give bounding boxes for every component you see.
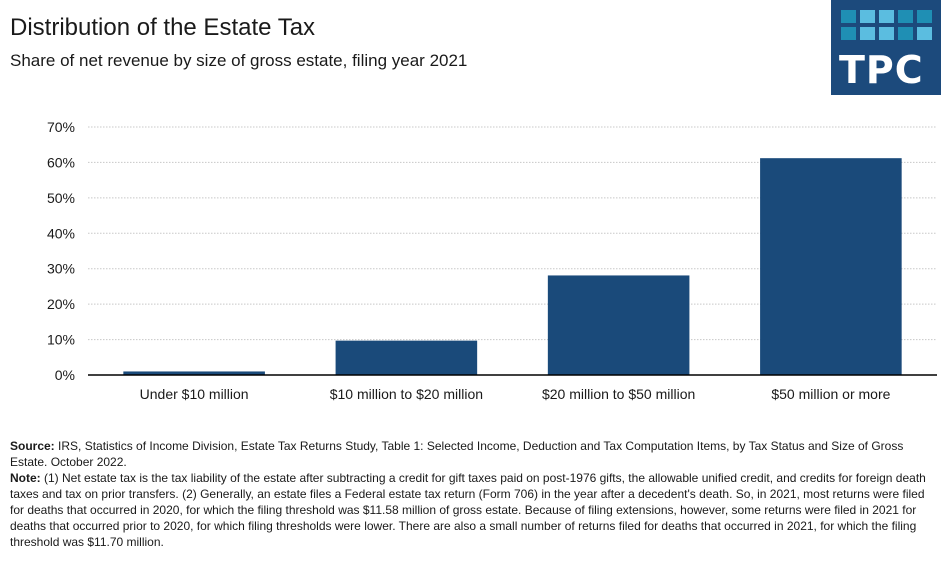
source-label: Source: — [10, 439, 55, 453]
y-tick-label: 50% — [47, 190, 75, 206]
bar — [123, 371, 265, 375]
logo-text: TPC — [839, 48, 924, 92]
gridlines — [88, 126, 937, 341]
x-axis-labels: Under $10 million $10 million to $20 mill… — [140, 386, 891, 402]
y-tick-label: 20% — [47, 296, 75, 312]
logo-square — [860, 27, 875, 40]
bar — [760, 158, 902, 375]
y-tick-label: 30% — [47, 261, 75, 277]
y-tick-label: 40% — [47, 225, 75, 241]
logo-square — [841, 27, 856, 40]
bars — [123, 158, 902, 375]
x-tick-label: $10 million to $20 million — [330, 386, 483, 402]
bar — [547, 275, 690, 375]
logo-square — [879, 10, 894, 23]
x-tick-label: Under $10 million — [140, 386, 249, 402]
chart-subtitle: Share of net revenue by size of gross es… — [10, 51, 468, 70]
logo-square — [917, 10, 932, 23]
x-tick-label: $50 million or more — [771, 386, 890, 402]
logo-square — [898, 10, 913, 23]
bar-chart: 0% 10% 20% 30% 40% 50% 60% 70% Under $10 millio… — [47, 119, 937, 402]
logo-square — [841, 10, 856, 23]
y-tick-label: 0% — [55, 367, 75, 383]
tpc-logo: TPC — [831, 0, 941, 95]
source-text: IRS, Statistics of Income Division, Esta… — [10, 439, 904, 469]
x-tick-label: $20 million to $50 million — [542, 386, 695, 402]
bar — [335, 340, 478, 375]
chart-title: Distribution of the Estate Tax — [10, 14, 316, 41]
logo-square — [898, 27, 913, 40]
source-note: Source: IRS, Statistics of Income Divisi… — [10, 438, 935, 470]
y-tick-label: 10% — [47, 332, 75, 348]
y-axis-ticks: 0% 10% 20% 30% 40% 50% 60% 70% — [47, 119, 75, 383]
y-tick-label: 70% — [47, 119, 75, 135]
footnotes: Source: IRS, Statistics of Income Divisi… — [10, 438, 935, 550]
logo-square — [860, 10, 875, 23]
y-tick-label: 60% — [47, 154, 75, 170]
logo-square — [879, 27, 894, 40]
logo-square — [917, 27, 932, 40]
note-text: (1) Net estate tax is the tax liability … — [10, 471, 926, 549]
note-label: Note: — [10, 471, 41, 485]
note: Note: (1) Net estate tax is the tax liab… — [10, 470, 935, 550]
